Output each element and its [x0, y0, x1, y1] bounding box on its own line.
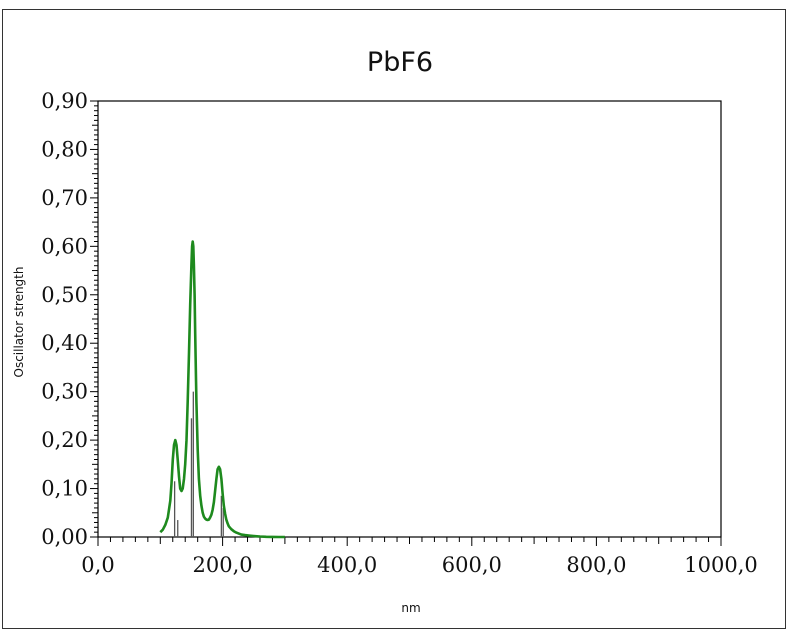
x-tick-label: 1000,0 [684, 553, 757, 577]
plot-area: 0,00 0,10 0,20 0,30 0,40 0,50 0,60 0,70 0,80 0,90… [41, 89, 758, 577]
y-tick-label: 0,70 [41, 186, 88, 210]
chart-frame: PbF6 0,00 0,10 0,20 0,30 0,40 0,50 0,60 0,70 0,8… [2, 9, 786, 629]
y-tick-label: 0,30 [41, 380, 88, 404]
x-tick-label: 400,0 [317, 553, 377, 577]
chart-title: PbF6 [367, 47, 433, 78]
x-tick-label: 0,0 [81, 553, 114, 577]
y-tick-label: 0,90 [41, 89, 88, 113]
chart: PbF6 0,00 0,10 0,20 0,30 0,40 0,50 0,60 0,70 0,8… [12, 47, 758, 615]
y-axis-title: Oscillator strength [12, 267, 26, 378]
y-tick-label: 0,40 [41, 331, 88, 355]
y-tick-label: 0,20 [41, 428, 88, 452]
spectrum-line [159, 240, 285, 539]
x-tick-label: 200,0 [193, 553, 253, 577]
y-tick-label: 0,10 [41, 477, 88, 501]
x-axis-title: nm [401, 601, 420, 615]
y-tick-label: 0,00 [41, 525, 88, 549]
x-tick-label: 800,0 [566, 553, 626, 577]
y-tick-label: 0,50 [41, 283, 88, 307]
y-tick-label: 0,80 [41, 137, 88, 161]
x-tick-label: 600,0 [442, 553, 502, 577]
y-tick-label: 0,60 [41, 234, 88, 258]
